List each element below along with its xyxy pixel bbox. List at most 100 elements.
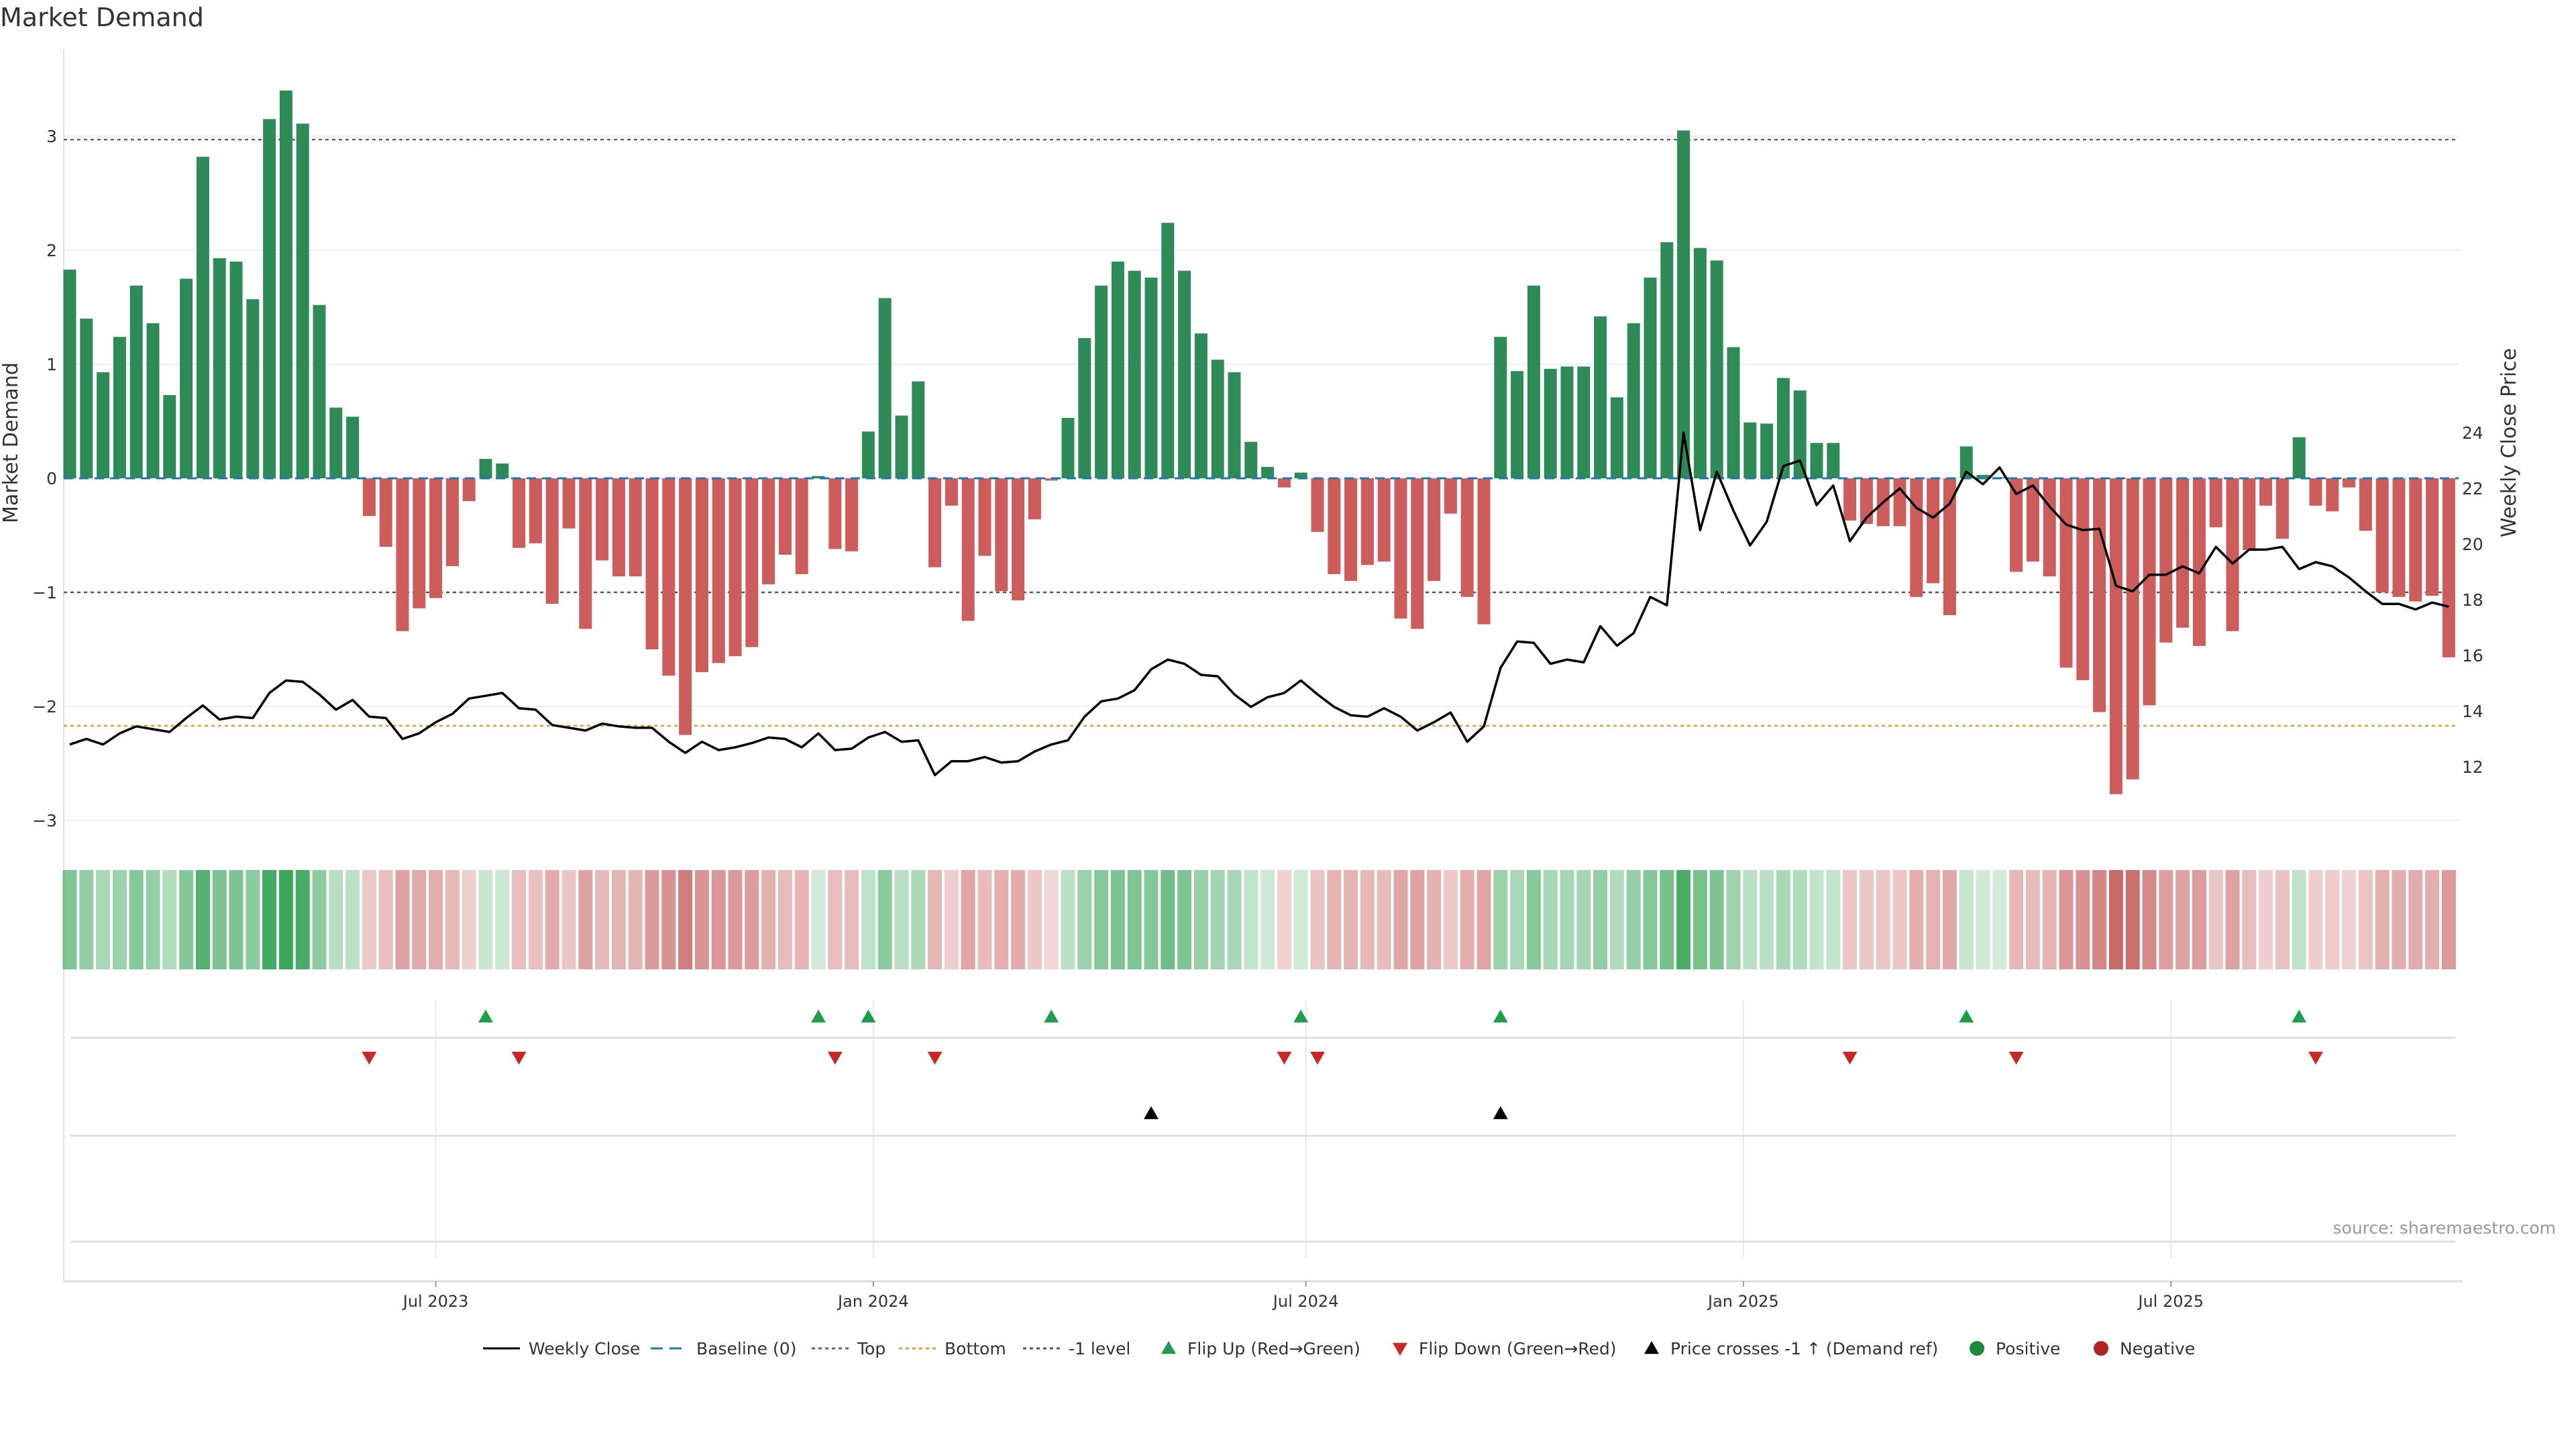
demand-bar	[2259, 478, 2273, 506]
heat-cell	[2308, 870, 2323, 969]
legend-label: Positive	[1996, 1339, 2060, 1358]
heat-cell	[329, 870, 343, 969]
demand-bar	[1460, 478, 1474, 597]
legend-label: Bottom	[945, 1339, 1006, 1358]
heat-cell	[1161, 870, 1175, 969]
flip-down-marker	[2308, 1051, 2323, 1065]
heat-cell	[2392, 870, 2406, 969]
heat-cell	[2208, 870, 2223, 969]
demand-bar	[1943, 478, 1956, 615]
heat-cell	[1976, 870, 1990, 969]
demand-bar	[1078, 337, 1091, 478]
legend-label: Top	[857, 1339, 885, 1358]
demand-bar	[1577, 366, 1591, 478]
heat-cell	[246, 870, 260, 969]
demand-bar	[196, 156, 209, 478]
demand-bar	[629, 478, 642, 577]
heat-cell	[2342, 870, 2357, 969]
demand-bar	[679, 478, 692, 735]
demand-bar	[2026, 478, 2039, 562]
heat-cell	[278, 870, 293, 969]
demand-bar	[978, 478, 991, 556]
y-axis-label: Market Demand	[0, 362, 23, 523]
demand-bar	[2226, 478, 2239, 631]
demand-bar	[1727, 347, 1740, 478]
heat-cell	[2042, 870, 2057, 969]
demand-bar	[2010, 478, 2023, 572]
heat-cell	[1959, 870, 1974, 969]
legend-swatch	[2094, 1341, 2108, 1356]
heat-cell	[2025, 870, 2040, 969]
legend-item: Flip Down (Green→Red)	[1419, 1339, 1617, 1358]
demand-bar	[2442, 478, 2455, 657]
heat-cell	[694, 870, 709, 969]
demand-bar	[2375, 478, 2389, 592]
demand-bar	[812, 476, 825, 478]
flip-up-marker	[1959, 1010, 1974, 1023]
heat-cell	[1293, 870, 1308, 969]
demand-bar	[1644, 277, 1657, 478]
heat-cell	[1892, 870, 1907, 969]
heat-cell	[2375, 870, 2390, 969]
demand-bar	[63, 269, 76, 478]
heat-cell	[162, 870, 177, 969]
heat-cell	[1510, 870, 1525, 969]
heat-cell	[1709, 870, 1724, 969]
demand-bar	[1893, 478, 1907, 527]
source-credit: source: sharemaestro.com	[2332, 1218, 2557, 1238]
demand-bar	[2343, 478, 2356, 488]
flip-up-marker	[1044, 1010, 1059, 1023]
heat-cell	[645, 870, 659, 969]
heat-cell	[828, 870, 843, 969]
heat-cell	[894, 870, 909, 969]
demand-bar	[1560, 366, 1574, 478]
heat-cell	[745, 870, 759, 969]
price-cross-marker	[1144, 1106, 1159, 1120]
demand-bar	[80, 319, 93, 478]
heat-cell	[1743, 870, 1758, 969]
heat-cell	[1460, 870, 1474, 969]
demand-bar	[878, 298, 892, 478]
demand-bar	[612, 478, 625, 577]
heat-cell	[661, 870, 676, 969]
heat-cell	[877, 870, 892, 969]
legend-item: Price crosses -1 ↑ (Demand ref)	[1670, 1339, 1938, 1358]
heat-cell	[112, 870, 127, 969]
demand-bar	[213, 258, 226, 478]
heat-cell	[1144, 870, 1159, 969]
legend-swatch	[1970, 1341, 1984, 1356]
legend-item: Baseline (0)	[651, 1339, 796, 1358]
price-cross-marker	[1493, 1106, 1508, 1120]
heat-cell	[1127, 870, 1142, 969]
demand-bar	[995, 478, 1008, 592]
legend-item: Weekly Close	[483, 1339, 640, 1358]
demand-bar	[1910, 478, 1923, 597]
heat-cell	[212, 870, 227, 969]
heat-cell	[2225, 870, 2240, 969]
demand-bar	[1161, 223, 1175, 478]
demand-bar	[1677, 130, 1690, 478]
legend-item: Top	[812, 1339, 885, 1358]
demand-bar	[2192, 478, 2206, 646]
demand-bar	[1261, 467, 1275, 478]
demand-bar	[2292, 437, 2306, 478]
heat-cell	[1676, 870, 1691, 969]
demand-bar	[1244, 441, 1258, 478]
demand-bar	[2426, 478, 2439, 596]
y2-tick-label: 24	[2462, 423, 2483, 443]
demand-bar	[479, 459, 492, 478]
heat-cell	[628, 870, 643, 969]
heat-cell	[1244, 870, 1258, 969]
heat-cell	[1344, 870, 1358, 969]
y-tick-label: −3	[32, 811, 57, 830]
demand-bar	[329, 407, 343, 478]
heat-cell	[578, 870, 593, 969]
heat-cell	[1792, 870, 1807, 969]
heat-cell	[1177, 870, 1192, 969]
demand-bar	[1760, 423, 1774, 478]
heat-cell	[1011, 870, 1026, 969]
heat-cell	[845, 870, 859, 969]
heat-cell	[1327, 870, 1342, 969]
demand-bar	[146, 323, 160, 478]
flip-up-marker	[1493, 1010, 1508, 1023]
